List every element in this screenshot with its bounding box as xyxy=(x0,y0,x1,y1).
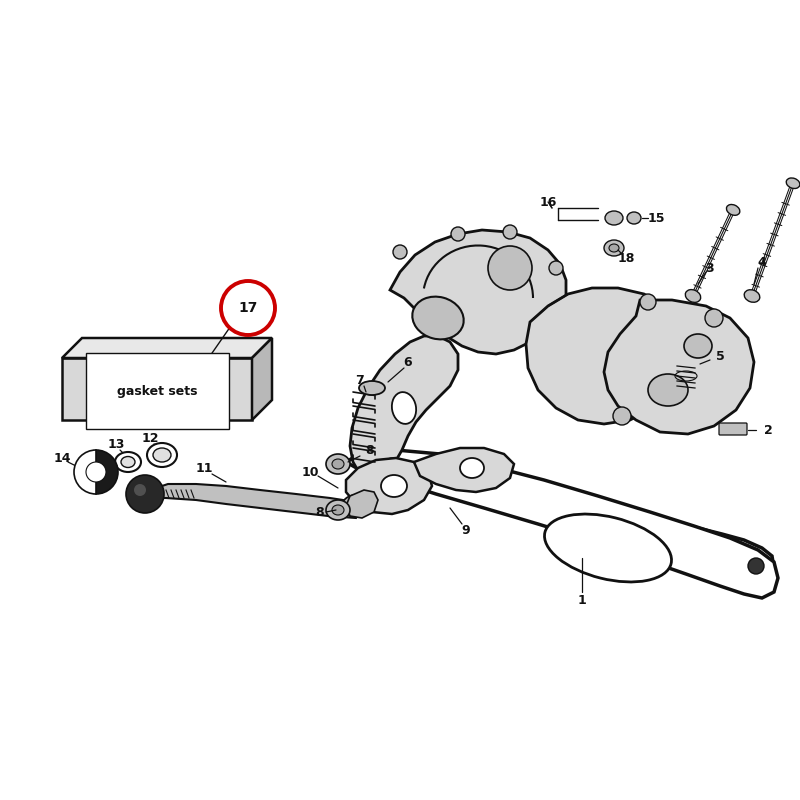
Circle shape xyxy=(613,407,631,425)
Text: 5: 5 xyxy=(716,350,724,362)
Circle shape xyxy=(86,462,106,482)
Circle shape xyxy=(640,294,656,310)
Polygon shape xyxy=(346,450,778,598)
Ellipse shape xyxy=(786,178,800,189)
Circle shape xyxy=(488,246,532,290)
Ellipse shape xyxy=(332,505,344,515)
Polygon shape xyxy=(390,230,566,354)
Circle shape xyxy=(126,475,164,513)
Polygon shape xyxy=(350,336,458,478)
Ellipse shape xyxy=(121,457,135,467)
Polygon shape xyxy=(252,338,272,420)
Ellipse shape xyxy=(744,290,760,302)
Text: 10: 10 xyxy=(302,466,318,478)
Text: 17: 17 xyxy=(238,301,258,315)
Ellipse shape xyxy=(381,475,407,497)
Ellipse shape xyxy=(627,212,641,224)
Text: 1: 1 xyxy=(578,594,586,606)
Text: 2: 2 xyxy=(764,423,772,437)
Ellipse shape xyxy=(326,500,350,520)
Text: 13: 13 xyxy=(107,438,125,450)
Circle shape xyxy=(503,225,517,239)
Ellipse shape xyxy=(332,459,344,469)
Ellipse shape xyxy=(342,495,370,517)
Ellipse shape xyxy=(686,290,701,302)
Ellipse shape xyxy=(545,514,671,582)
Polygon shape xyxy=(604,300,754,434)
Ellipse shape xyxy=(115,452,141,472)
Circle shape xyxy=(451,227,465,241)
Ellipse shape xyxy=(326,454,350,474)
Ellipse shape xyxy=(609,244,619,252)
Circle shape xyxy=(705,309,723,327)
Text: 11: 11 xyxy=(195,462,213,474)
Ellipse shape xyxy=(726,205,740,215)
Ellipse shape xyxy=(359,381,385,395)
Circle shape xyxy=(221,281,275,335)
Ellipse shape xyxy=(147,443,177,467)
Text: 14: 14 xyxy=(54,451,70,465)
Polygon shape xyxy=(148,484,360,518)
FancyBboxPatch shape xyxy=(719,423,747,435)
Polygon shape xyxy=(346,458,432,514)
Ellipse shape xyxy=(392,392,416,424)
Wedge shape xyxy=(74,450,96,494)
Circle shape xyxy=(748,558,764,574)
Circle shape xyxy=(393,245,407,259)
Text: 7: 7 xyxy=(356,374,364,386)
Text: 3: 3 xyxy=(706,262,714,274)
Circle shape xyxy=(549,261,563,275)
Polygon shape xyxy=(414,448,514,492)
Wedge shape xyxy=(96,450,118,494)
Ellipse shape xyxy=(605,211,623,225)
Ellipse shape xyxy=(604,240,624,256)
Polygon shape xyxy=(346,490,378,518)
Ellipse shape xyxy=(412,297,464,339)
Text: 15: 15 xyxy=(647,211,665,225)
Text: 16: 16 xyxy=(539,195,557,209)
Text: 12: 12 xyxy=(142,431,158,445)
Circle shape xyxy=(134,484,146,496)
Circle shape xyxy=(384,458,400,474)
Polygon shape xyxy=(62,338,272,358)
Polygon shape xyxy=(354,456,774,584)
Text: 8: 8 xyxy=(316,506,324,518)
Text: gasket sets: gasket sets xyxy=(117,385,198,398)
Ellipse shape xyxy=(460,458,484,478)
Ellipse shape xyxy=(684,334,712,358)
Text: 4: 4 xyxy=(758,255,766,269)
Text: 6: 6 xyxy=(404,355,412,369)
Polygon shape xyxy=(62,358,252,420)
Text: 8: 8 xyxy=(366,443,374,457)
Ellipse shape xyxy=(648,374,688,406)
Polygon shape xyxy=(526,288,684,424)
Text: 9: 9 xyxy=(462,523,470,537)
Ellipse shape xyxy=(153,448,171,462)
Text: 18: 18 xyxy=(618,251,634,265)
